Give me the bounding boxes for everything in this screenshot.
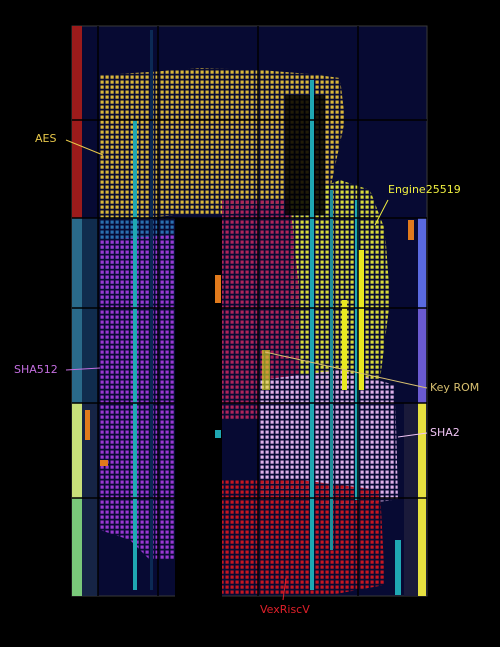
label-aes: AES bbox=[35, 132, 57, 145]
black-macro-center bbox=[175, 218, 222, 598]
sha512-region bbox=[100, 235, 175, 560]
key-rom-block bbox=[262, 250, 364, 390]
aes-region bbox=[100, 68, 345, 218]
leader-lines bbox=[65, 139, 428, 601]
vertical-stripes bbox=[133, 30, 401, 595]
label-sha2: SHA2 bbox=[430, 426, 460, 439]
engine25519-region bbox=[290, 180, 390, 390]
label-vexriscv: VexRiscV bbox=[260, 603, 310, 616]
left-io-strip bbox=[72, 26, 98, 596]
vexriscv-region bbox=[222, 480, 385, 595]
grid-lines bbox=[72, 26, 427, 596]
label-sha512: SHA512 bbox=[14, 363, 58, 376]
orange-accents bbox=[85, 220, 414, 466]
black-macro-top-right bbox=[285, 95, 325, 215]
mixed-middle-region bbox=[222, 200, 300, 420]
label-key-rom: Key ROM bbox=[430, 381, 480, 394]
right-io-strip bbox=[404, 218, 426, 596]
label-engine25519: Engine25519 bbox=[388, 183, 461, 196]
